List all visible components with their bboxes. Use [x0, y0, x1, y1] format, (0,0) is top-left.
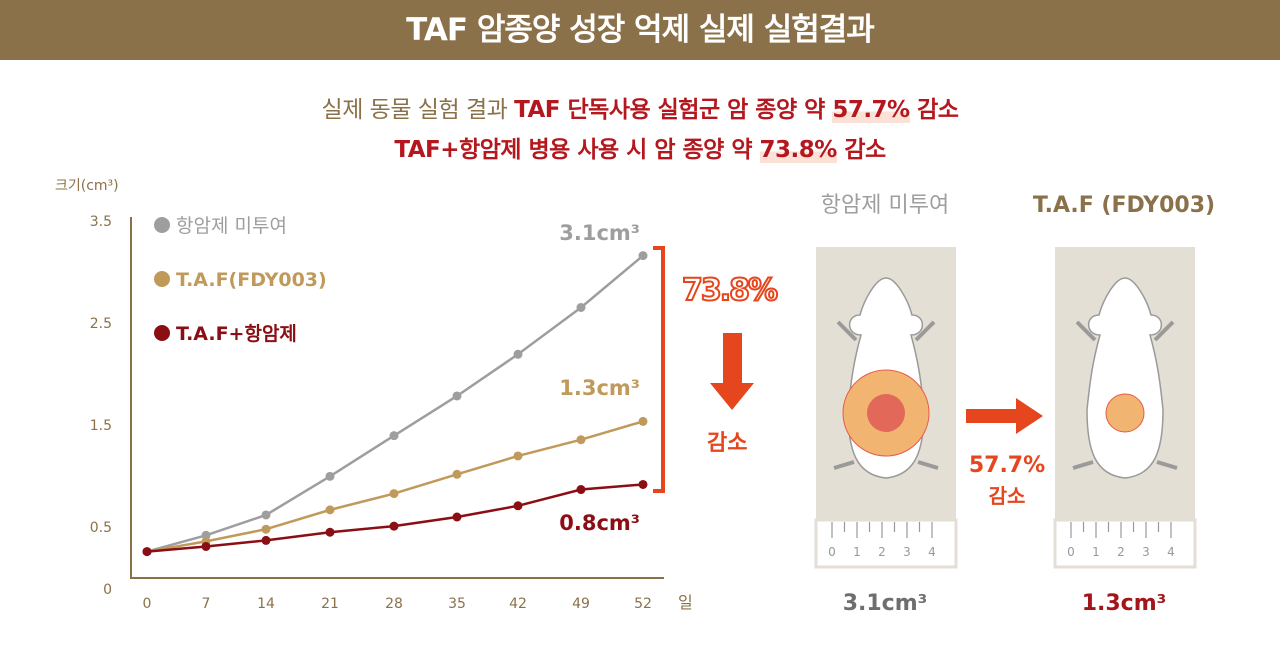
end-value-label: 0.8cm³ — [559, 511, 640, 535]
x-tick-label: 35 — [448, 596, 466, 612]
data-point — [576, 485, 586, 495]
data-point — [513, 349, 523, 359]
x-tick-label: 42 — [509, 596, 527, 612]
header-banner: TAF 암종양 성장 억제 실제 실험결과 — [0, 0, 1280, 60]
legend-label: T.A.F+항암제 — [176, 323, 297, 345]
y-tick-label: 2.5 — [90, 316, 112, 332]
ruler-tick-label: 3 — [903, 545, 911, 559]
tumor-mark — [1105, 393, 1145, 433]
ruler-tick-label: 2 — [878, 545, 886, 559]
end-value-label: 3.1cm³ — [559, 221, 640, 245]
data-point — [261, 535, 271, 545]
mouse-limbs — [833, 320, 939, 470]
legend-marker — [154, 271, 170, 287]
control-volume: 3.1cm³ — [843, 591, 928, 616]
data-point — [576, 435, 586, 445]
summary-bold: TAF 단독사용 실험군 암 종양 약 — [514, 97, 833, 123]
data-point — [452, 469, 462, 479]
data-point — [261, 510, 271, 520]
control-title: 항암제 미투여 — [821, 193, 949, 218]
reduction-bracket — [653, 246, 665, 493]
summary-pct: 57.7% — [832, 97, 910, 123]
data-point — [325, 527, 335, 537]
taf-title: T.A.F (FDY003) — [1033, 193, 1215, 218]
ruler-tick-label: 4 — [1167, 545, 1175, 559]
down-arrow-icon — [710, 333, 754, 410]
summary-prefix: 실제 동물 실험 결과 — [321, 97, 515, 123]
end-value-label: 1.3cm³ — [559, 376, 640, 400]
y-tick-label: 1.5 — [90, 418, 112, 434]
legend-marker — [154, 325, 170, 341]
reduction-value: 73.8% — [682, 273, 778, 308]
data-point — [576, 302, 586, 312]
taf-mouse-panel: 0 1 2 3 4 — [1053, 247, 1197, 569]
ruler-tick-label: 0 — [828, 545, 836, 559]
ruler-tick-label: 4 — [928, 545, 936, 559]
data-point — [201, 541, 211, 551]
tumor-mark — [867, 394, 905, 432]
data-point — [389, 431, 399, 441]
ruler-tick-label: 1 — [1092, 545, 1100, 559]
ruler — [1053, 518, 1197, 569]
summary-line-2: TAF+항암제 병용 사용 시 암 종양 약 73.8% 감소 — [0, 130, 1280, 164]
comparison-text: 감소 — [989, 484, 1026, 508]
data-point — [638, 479, 648, 489]
mouse-icon — [1086, 277, 1164, 479]
x-axis-label: 일 — [678, 593, 693, 612]
y-tick-label: 0 — [103, 582, 112, 598]
taf-volume: 1.3cm³ — [1082, 591, 1167, 616]
data-point — [142, 547, 152, 557]
ruler-tick-label: 0 — [1067, 545, 1075, 559]
summary-pct: 73.8% — [759, 137, 837, 163]
x-tick-label: 21 — [321, 596, 339, 612]
data-point — [452, 512, 462, 522]
reduction-text: 감소 — [707, 431, 747, 456]
ruler-tick-label: 2 — [1117, 545, 1125, 559]
data-point — [325, 505, 335, 515]
x-tick-label: 49 — [572, 596, 590, 612]
ruler — [814, 518, 958, 569]
x-tick-label: 52 — [634, 596, 652, 612]
control-mouse-panel: 0 1 2 3 4 — [814, 247, 958, 569]
x-tick-label: 0 — [143, 596, 152, 612]
legend-marker — [154, 217, 170, 233]
page-title: TAF 암종양 성장 억제 실제 실험결과 — [406, 12, 875, 48]
legend-label: 항암제 미투여 — [176, 215, 287, 237]
data-point — [513, 451, 523, 461]
y-tick-label: 3.5 — [90, 214, 112, 230]
comparison-value: 57.7% — [969, 453, 1045, 478]
legend-label: T.A.F(FDY003) — [176, 269, 327, 291]
data-point — [389, 521, 399, 531]
summary-suffix: 감소 — [909, 97, 959, 123]
data-point — [261, 524, 271, 534]
summary-bold: TAF+항암제 병용 사용 시 암 종양 약 — [394, 137, 760, 163]
x-tick-label: 7 — [202, 596, 211, 612]
data-point — [452, 391, 462, 401]
data-point — [513, 501, 523, 511]
summary-line-1: 실제 동물 실험 결과 TAF 단독사용 실험군 암 종양 약 57.7% 감소 — [0, 90, 1280, 124]
series-line — [146, 254, 644, 553]
data-point — [638, 251, 648, 261]
x-tick-label: 14 — [257, 596, 275, 612]
x-tick-label: 28 — [385, 596, 403, 612]
mouse-limbs — [1072, 320, 1178, 470]
data-point — [638, 416, 648, 426]
summary-suffix: 감소 — [836, 137, 886, 163]
ruler-tick-label: 1 — [853, 545, 861, 559]
right-arrow-icon — [966, 398, 1043, 434]
y-tick-label: 0.5 — [90, 520, 112, 536]
data-point — [325, 471, 335, 481]
data-point — [389, 489, 399, 499]
y-axis-label: 크기(cm³) — [55, 178, 119, 194]
ruler-tick-label: 3 — [1142, 545, 1150, 559]
